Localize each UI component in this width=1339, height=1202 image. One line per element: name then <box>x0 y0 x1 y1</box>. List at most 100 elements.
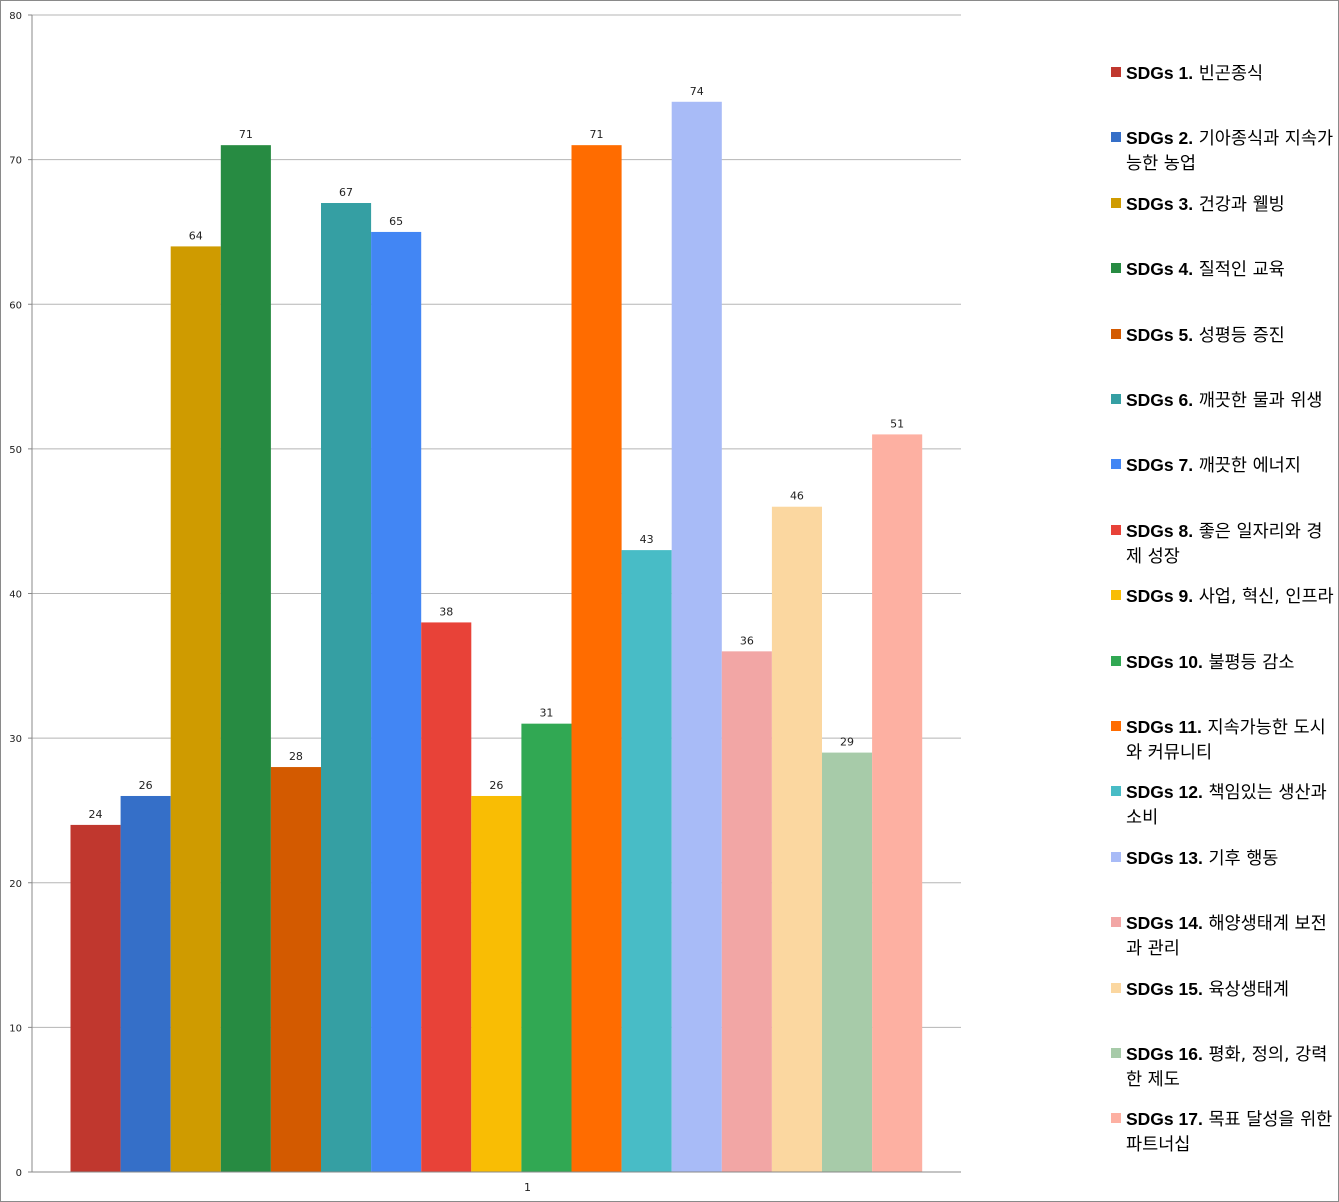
legend-label: SDGs 12. 책임있는 생산과 소비 <box>1126 780 1336 831</box>
data-label: 71 <box>239 128 253 141</box>
data-label: 43 <box>640 533 654 546</box>
bar-chart: 0 10 20 30 40 50 60 70 80 24 26 64 71 28 67 65 38 26 31 71… <box>9 11 961 1194</box>
data-labels: 24 26 64 71 28 67 65 38 26 31 71 43 74 36 46 29 51 <box>89 85 905 821</box>
x-tick-label: 1 <box>524 1181 531 1194</box>
legend-label-prefix: SDGs 12. <box>1126 782 1203 803</box>
legend-swatch <box>1111 67 1121 77</box>
legend-swatch <box>1111 1113 1121 1124</box>
legend-label: SDGs 17. 목표 달성을 위한 파트너십 <box>1126 1107 1336 1158</box>
data-label: 28 <box>289 750 303 763</box>
legend-label-prefix: SDGs 13. <box>1126 847 1203 868</box>
data-label: 38 <box>439 605 453 618</box>
data-label: 26 <box>489 779 503 792</box>
bar-sdg-17 <box>872 434 923 1173</box>
bar-sdg-16 <box>822 752 873 1172</box>
legend-label-text: 평화, 정의, 강력한 제도 <box>1126 1045 1328 1090</box>
legend-label-text: 불평등 감소 <box>1208 652 1295 673</box>
legend-swatch <box>1111 590 1121 601</box>
legend-label-text: 질적인 교육 <box>1198 260 1285 281</box>
y-tick-label: 60 <box>9 300 22 311</box>
bar-sdg-9 <box>471 795 522 1172</box>
legend-swatch <box>1111 394 1121 404</box>
legend-label-prefix: SDGs 15. <box>1126 978 1203 999</box>
bars <box>70 101 923 1173</box>
legend-swatch <box>1111 197 1121 208</box>
bar-sdg-10 <box>521 723 572 1172</box>
bar-sdg-15 <box>771 506 822 1173</box>
legend-swatch <box>1111 655 1121 666</box>
legend-label: SDGs 13. 기후 행동 <box>1126 846 1336 872</box>
bar-sdg-5 <box>270 767 321 1172</box>
legend-label-text: 성평등 증진 <box>1198 325 1285 346</box>
bar-sdg-8 <box>421 622 472 1172</box>
legend-label: SDGs 4. 질적인 교육 <box>1126 257 1336 283</box>
legend-label-prefix: SDGs 8. <box>1126 520 1194 541</box>
data-label: 67 <box>339 186 353 199</box>
legend-label: SDGs 16. 평화, 정의, 강력한 제도 <box>1126 1042 1336 1093</box>
legend-label-prefix: SDGs 2. <box>1126 128 1194 149</box>
legend-label: SDGs 8. 좋은 일자리와 경제 성장 <box>1126 519 1336 570</box>
legend-label-text: 책임있는 생산과 소비 <box>1126 783 1327 829</box>
legend-label-prefix: SDGs 16. <box>1126 1044 1203 1064</box>
data-label: 36 <box>740 634 754 647</box>
data-label: 24 <box>89 808 103 821</box>
legend-label-text: 지속가능한 도시와 커뮤니티 <box>1126 718 1326 763</box>
legend-swatch <box>1111 917 1121 928</box>
data-label: 51 <box>890 417 904 430</box>
legend-label: SDGs 3. 건강과 웰빙 <box>1126 192 1336 218</box>
y-tick-label: 80 <box>9 11 22 22</box>
y-tick-label: 40 <box>9 590 22 601</box>
legend-swatch <box>1111 132 1121 143</box>
bar-sdg-3 <box>170 246 221 1172</box>
data-label: 46 <box>790 490 804 503</box>
legend-label: SDGs 14. 해양생태계 보전과 관리 <box>1126 911 1336 962</box>
legend-swatch <box>1111 721 1121 731</box>
legend-label-prefix: SDGs 5. <box>1126 324 1194 345</box>
legend-swatch <box>1111 786 1121 797</box>
y-tick-label: 50 <box>9 445 22 456</box>
legend-label-text: 깨끗한 물과 위생 <box>1198 391 1323 411</box>
legend-label-text: 목표 달성을 위한 파트너십 <box>1126 1110 1333 1156</box>
bar-sdg-2 <box>120 795 171 1172</box>
legend-label: SDGs 5. 성평등 증진 <box>1126 323 1336 349</box>
legend-swatch <box>1111 263 1121 274</box>
legend-label: SDGs 10. 불평등 감소 <box>1126 650 1336 676</box>
legend-label-text: 기아종식과 지속가능한 농업 <box>1126 129 1334 175</box>
legend-label-prefix: SDGs 17. <box>1126 1109 1203 1130</box>
data-label: 65 <box>389 215 403 228</box>
y-tick-label: 30 <box>9 734 22 745</box>
legend-label-text: 기후 행동 <box>1208 848 1279 869</box>
legend-label-prefix: SDGs 7. <box>1126 455 1194 476</box>
bar-sdg-14 <box>721 651 772 1172</box>
legend-label: SDGs 6. 깨끗한 물과 위생 <box>1126 388 1336 414</box>
legend-label-prefix: SDGs 3. <box>1126 193 1194 214</box>
legend-label-prefix: SDGs 11. <box>1126 717 1202 737</box>
bar-sdg-1 <box>70 824 121 1172</box>
data-label: 64 <box>189 229 203 242</box>
legend-label-prefix: SDGs 14. <box>1126 913 1203 934</box>
legend-swatch <box>1111 1048 1121 1058</box>
legend-label-prefix: SDGs 9. <box>1126 586 1194 607</box>
bar-sdg-13 <box>671 101 722 1172</box>
legend-swatch <box>1111 328 1121 339</box>
y-tick-label: 10 <box>9 1023 22 1034</box>
legend-swatch <box>1111 524 1121 535</box>
legend-label-text: 육상생태계 <box>1208 979 1289 1000</box>
bar-sdg-6 <box>321 203 372 1172</box>
data-label: 74 <box>690 85 704 98</box>
bar-sdg-12 <box>621 550 672 1172</box>
legend-label: SDGs 15. 육상생태계 <box>1126 977 1336 1003</box>
data-label: 31 <box>539 707 553 720</box>
bar-sdg-4 <box>220 145 271 1173</box>
y-axis-ticks: 0 10 20 30 40 50 60 70 80 <box>9 11 32 1179</box>
legend-label-text: 깨끗한 에너지 <box>1198 456 1301 477</box>
legend-swatch <box>1111 982 1121 993</box>
legend-label-prefix: SDGs 4. <box>1126 259 1194 280</box>
legend-label: SDGs 9. 사업, 혁신, 인프라 <box>1126 584 1336 610</box>
legend-label-text: 해양생태계 보전과 관리 <box>1126 914 1327 960</box>
legend-label-text: 건강과 웰빙 <box>1198 194 1285 215</box>
data-label: 29 <box>840 736 854 749</box>
data-label: 71 <box>590 128 604 141</box>
y-tick-label: 20 <box>9 879 22 890</box>
